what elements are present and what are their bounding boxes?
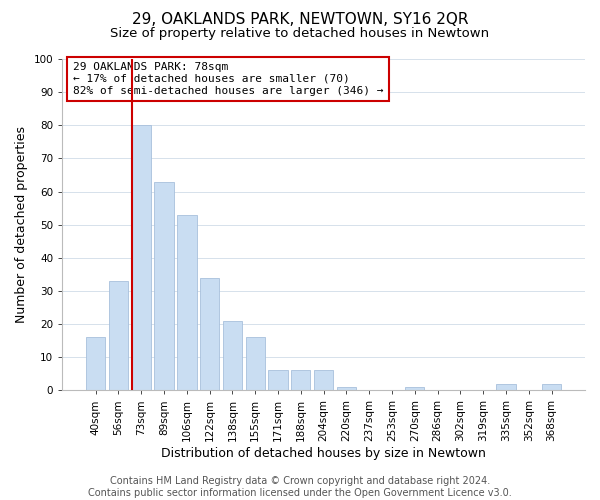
Bar	[154, 182, 174, 390]
Bar	[268, 370, 288, 390]
Bar	[200, 278, 220, 390]
Bar	[291, 370, 310, 390]
Text: Contains HM Land Registry data © Crown copyright and database right 2024.
Contai: Contains HM Land Registry data © Crown c…	[88, 476, 512, 498]
Bar	[223, 320, 242, 390]
Bar	[337, 387, 356, 390]
Bar	[109, 281, 128, 390]
Text: Size of property relative to detached houses in Newtown: Size of property relative to detached ho…	[110, 28, 490, 40]
Bar	[542, 384, 561, 390]
Bar	[496, 384, 515, 390]
Bar	[405, 387, 424, 390]
Y-axis label: Number of detached properties: Number of detached properties	[15, 126, 28, 323]
Bar	[314, 370, 333, 390]
Bar	[245, 338, 265, 390]
Bar	[177, 214, 197, 390]
Bar	[86, 338, 106, 390]
Text: 29, OAKLANDS PARK, NEWTOWN, SY16 2QR: 29, OAKLANDS PARK, NEWTOWN, SY16 2QR	[132, 12, 468, 28]
X-axis label: Distribution of detached houses by size in Newtown: Distribution of detached houses by size …	[161, 447, 486, 460]
Bar	[131, 126, 151, 390]
Text: 29 OAKLANDS PARK: 78sqm
← 17% of detached houses are smaller (70)
82% of semi-de: 29 OAKLANDS PARK: 78sqm ← 17% of detache…	[73, 62, 383, 96]
